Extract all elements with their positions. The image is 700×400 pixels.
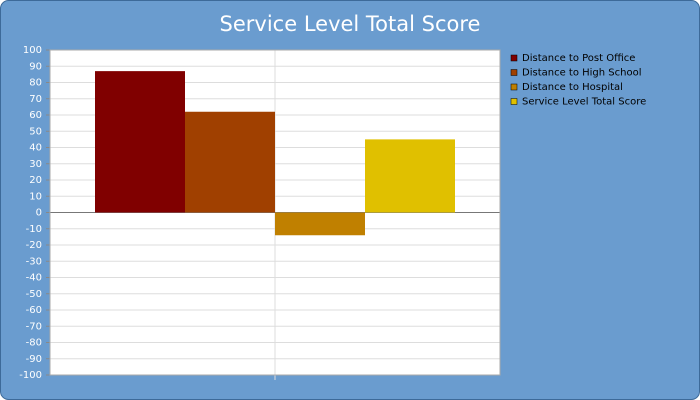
- plot-border: [49, 49, 501, 376]
- y-tick-label: -60: [26, 305, 42, 316]
- y-tick-label: 90: [29, 61, 42, 72]
- legend-label: Distance to High School: [522, 68, 641, 79]
- y-tick-label: -90: [26, 354, 42, 365]
- y-tick-label: -30: [26, 256, 42, 267]
- bar: [95, 71, 185, 213]
- y-tick-label: -40: [26, 273, 42, 284]
- legend: Distance to Post Office Distance to High …: [510, 53, 646, 108]
- y-tick-label: -20: [26, 240, 42, 251]
- y-tick-label: 40: [29, 143, 42, 154]
- y-tick-label: 70: [29, 94, 42, 105]
- y-tick-label: -100: [19, 370, 42, 381]
- legend-swatch: [510, 98, 518, 105]
- y-tick-label: -80: [26, 338, 42, 349]
- y-tick-label: 50: [29, 126, 42, 137]
- y-tick-label: 30: [29, 159, 42, 170]
- y-tick-label: -10: [26, 224, 42, 235]
- y-tick-label: -70: [26, 321, 42, 332]
- legend-swatch: [510, 69, 518, 76]
- legend-label: Distance to Hospital: [522, 82, 623, 93]
- y-tick-label: 60: [29, 110, 42, 121]
- legend-label: Service Level Total Score: [522, 97, 646, 108]
- y-tick-label: 80: [29, 78, 42, 89]
- y-tick-label: -50: [26, 289, 42, 300]
- legend-swatch: [510, 83, 518, 91]
- bar: [365, 139, 455, 213]
- bar: [275, 212, 365, 236]
- y-tick-label: 20: [29, 175, 42, 186]
- legend-swatch: [510, 54, 518, 62]
- y-tick-label: 100: [23, 45, 42, 56]
- y-tick-label: 10: [29, 191, 42, 202]
- y-tick-label: 0: [36, 208, 42, 219]
- legend-label: Distance to Post Office: [522, 53, 635, 64]
- chart-title: Service Level Total Score: [220, 12, 481, 36]
- bar: [185, 111, 275, 213]
